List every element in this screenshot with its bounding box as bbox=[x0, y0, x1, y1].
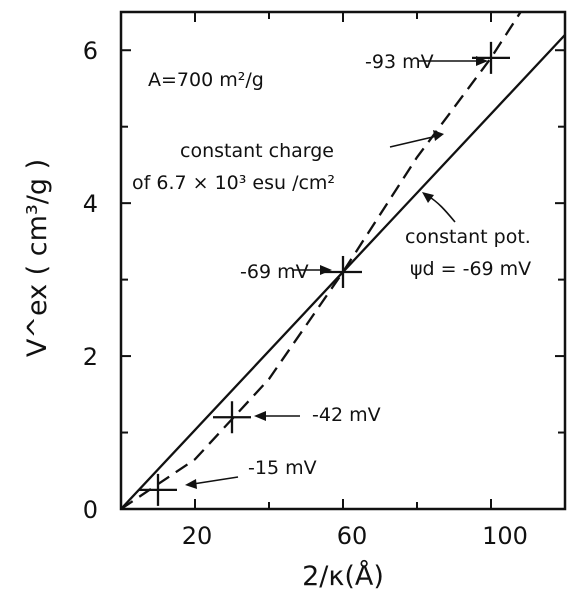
charge-annotation-line2: of 6.7 × 10³ esu /cm² bbox=[132, 172, 335, 194]
data-markers bbox=[139, 41, 510, 506]
axis-ticks bbox=[121, 12, 565, 509]
series-line-constant-charge bbox=[120, 11, 522, 510]
point-annotations: -93 mV -69 mV -42 mV -15 mV bbox=[185, 51, 488, 489]
charge-annotation-arrowhead bbox=[433, 130, 444, 141]
y-tick-6: 6 bbox=[83, 37, 98, 65]
arrowhead-minus-69 bbox=[320, 265, 332, 275]
data-point-marker bbox=[324, 255, 362, 288]
charge-annotation-arrow bbox=[389, 135, 438, 148]
pot-annotation-arrowhead bbox=[422, 192, 434, 203]
x-tick-labels: 20 60 100 bbox=[182, 522, 528, 550]
x-tick-60: 60 bbox=[337, 522, 368, 550]
y-tick-2: 2 bbox=[83, 343, 98, 371]
label-minus-93: -93 mV bbox=[365, 51, 434, 73]
area-annotation: A=700 m²/g bbox=[148, 69, 264, 91]
x-tick-100: 100 bbox=[482, 522, 528, 550]
y-axis-label: V^ex ( cm³/g ) bbox=[22, 159, 53, 357]
y-tick-0: 0 bbox=[83, 496, 98, 524]
data-point-marker bbox=[213, 401, 251, 434]
label-minus-15: -15 mV bbox=[248, 457, 317, 479]
x-tick-20: 20 bbox=[182, 522, 213, 550]
label-minus-42: -42 mV bbox=[312, 404, 381, 426]
arrow-minus-15 bbox=[192, 476, 239, 485]
x-axis-label: 2/κ(Å) bbox=[302, 560, 384, 592]
label-minus-69: -69 mV bbox=[240, 261, 309, 283]
y-tick-4: 4 bbox=[83, 190, 98, 218]
charge-annotation-line1: constant charge bbox=[180, 140, 334, 162]
pot-annotation-line2: ψd = -69 mV bbox=[410, 258, 531, 280]
pot-annotation-line1: constant pot. bbox=[405, 226, 531, 248]
arrowhead-minus-93 bbox=[476, 56, 488, 66]
arrowhead-minus-42 bbox=[254, 411, 266, 421]
y-tick-labels: 0 2 4 6 bbox=[83, 37, 98, 524]
arrowhead-minus-15 bbox=[185, 479, 197, 489]
pot-annotation-arrow bbox=[427, 195, 456, 223]
data-point-marker bbox=[139, 473, 177, 506]
